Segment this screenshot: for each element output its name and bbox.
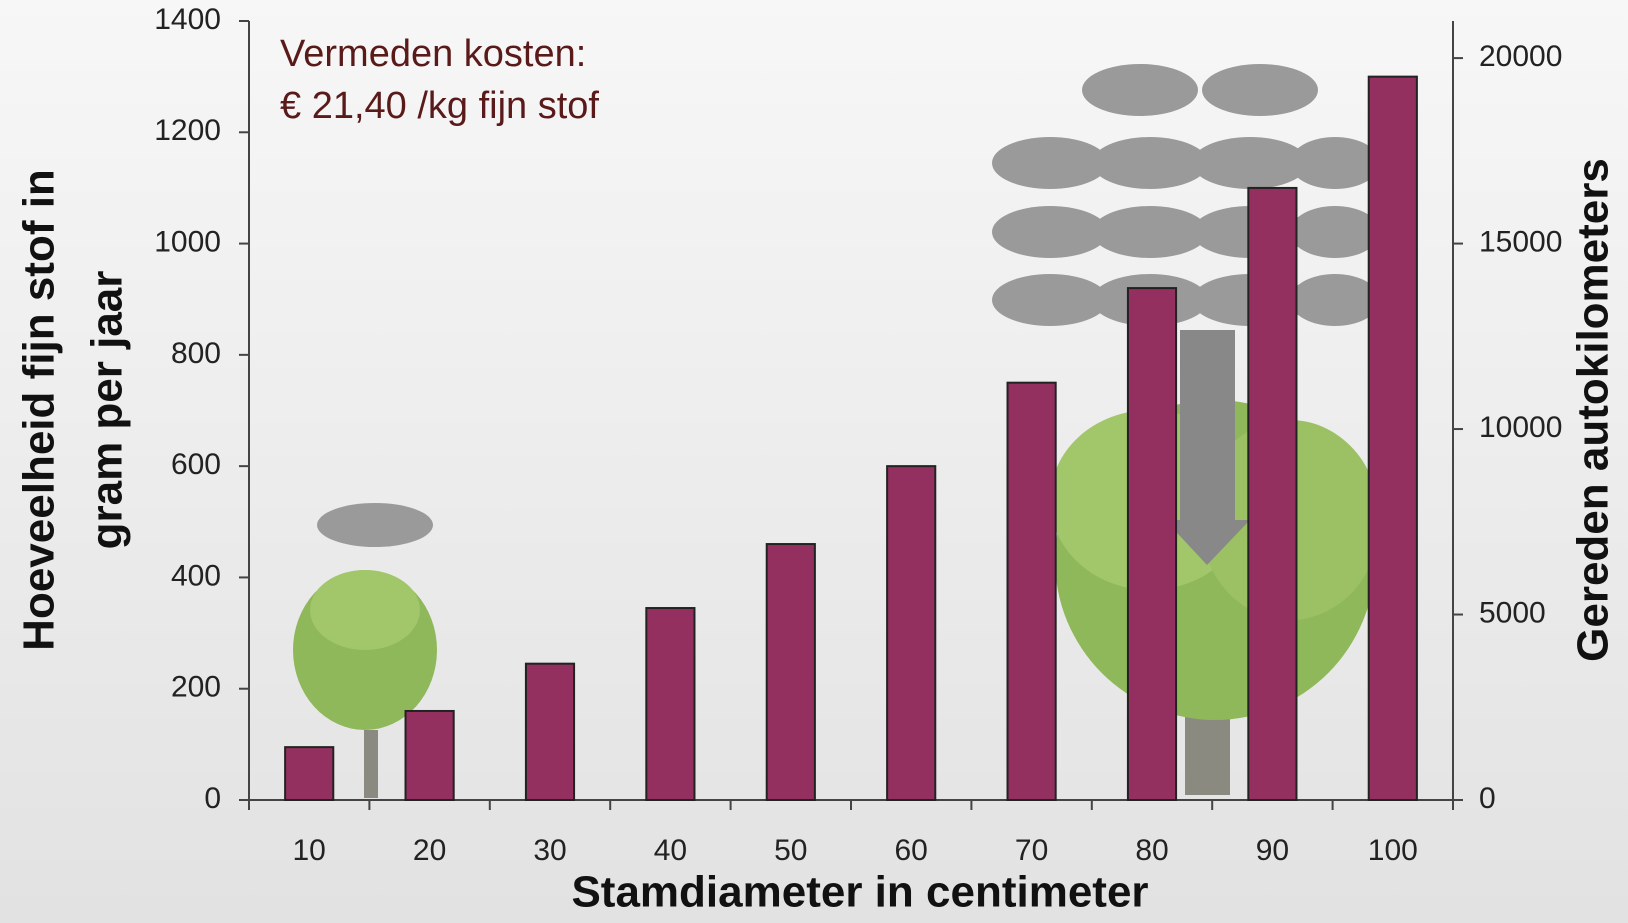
annotation: Vermeden kosten: bbox=[280, 33, 586, 75]
y-axis-label: Hoeveelheid fijn stof in bbox=[15, 169, 64, 651]
bar bbox=[406, 711, 454, 800]
x-tick-label: 100 bbox=[1368, 834, 1418, 867]
y-tick-label: 400 bbox=[171, 559, 221, 592]
x-tick-label: 70 bbox=[1015, 834, 1048, 867]
y-tick-label: 600 bbox=[171, 448, 221, 481]
y2-tick-label: 20000 bbox=[1479, 40, 1562, 73]
y2-tick-label: 5000 bbox=[1479, 596, 1546, 629]
y-tick-label: 200 bbox=[171, 671, 221, 704]
y2-axis-label: Gereden autokilometers bbox=[1569, 158, 1618, 662]
bar bbox=[767, 544, 815, 800]
x-tick-label: 50 bbox=[774, 834, 807, 867]
x-tick-label: 40 bbox=[654, 834, 687, 867]
bar bbox=[1128, 288, 1176, 800]
y-tick-label: 0 bbox=[204, 782, 221, 815]
bar bbox=[526, 664, 574, 800]
bar bbox=[1248, 188, 1296, 800]
y-tick-label: 800 bbox=[171, 337, 221, 370]
bar bbox=[1008, 383, 1056, 800]
x-tick-label: 20 bbox=[413, 834, 446, 867]
x-axis-label: Stamdiameter in centimeter bbox=[571, 868, 1148, 917]
x-tick-label: 90 bbox=[1256, 834, 1289, 867]
x-tick-label: 60 bbox=[895, 834, 928, 867]
y-tick-label: 1000 bbox=[154, 225, 221, 258]
x-tick-label: 30 bbox=[533, 834, 566, 867]
bar bbox=[646, 608, 694, 800]
x-tick-label: 80 bbox=[1135, 834, 1168, 867]
y2-tick-label: 10000 bbox=[1479, 411, 1562, 444]
chart: Vermeden kosten: € 21,40 /kg fijn stof H… bbox=[0, 0, 1628, 923]
bar bbox=[887, 466, 935, 800]
y2-tick-label: 15000 bbox=[1479, 225, 1562, 258]
y-tick-label: 1200 bbox=[154, 114, 221, 147]
x-tick-label: 10 bbox=[293, 834, 326, 867]
y2-tick-label: 0 bbox=[1479, 782, 1496, 815]
annotation: € 21,40 /kg fijn stof bbox=[280, 85, 599, 127]
y-axis-label: gram per jaar bbox=[83, 271, 132, 550]
bar bbox=[285, 747, 333, 800]
y-tick-label: 1400 bbox=[154, 3, 221, 36]
bar bbox=[1369, 77, 1417, 800]
